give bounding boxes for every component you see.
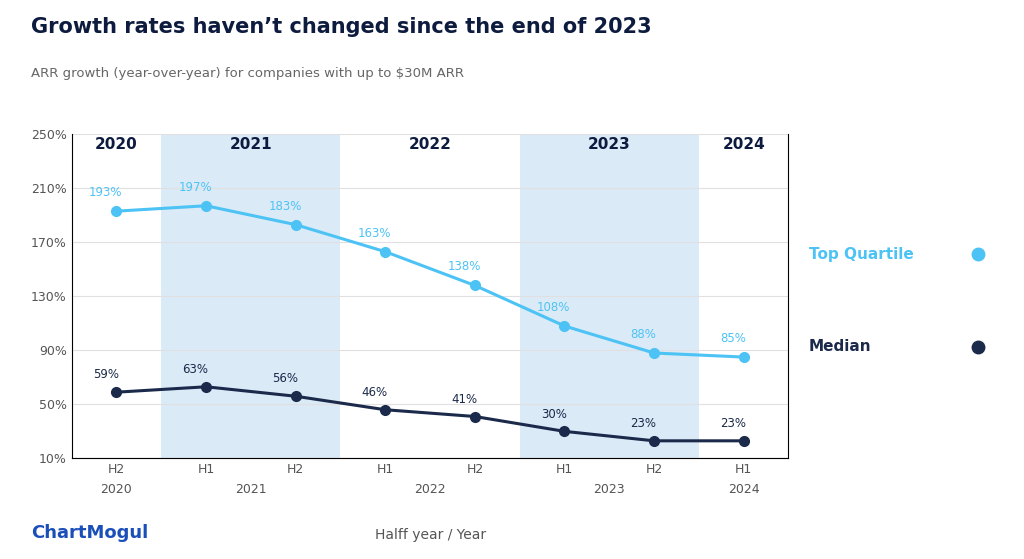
Text: 2020: 2020: [100, 483, 132, 496]
Text: 2023: 2023: [594, 483, 625, 496]
Bar: [519, 134, 698, 458]
Text: Growth rates haven’t changed since the end of 2023: Growth rates haven’t changed since the e…: [31, 17, 651, 37]
Text: 2022: 2022: [409, 137, 452, 152]
Text: 2021: 2021: [229, 137, 272, 152]
Text: 2020: 2020: [95, 137, 138, 152]
Text: 63%: 63%: [182, 363, 208, 376]
Text: 59%: 59%: [93, 368, 119, 381]
Text: 163%: 163%: [357, 226, 391, 239]
Text: 138%: 138%: [447, 260, 481, 273]
Text: 193%: 193%: [89, 186, 123, 199]
Text: 2023: 2023: [588, 137, 631, 152]
Text: 2022: 2022: [415, 483, 445, 496]
Text: 41%: 41%: [451, 392, 477, 406]
Text: 88%: 88%: [631, 328, 656, 341]
Text: 85%: 85%: [720, 332, 745, 345]
Text: 56%: 56%: [272, 372, 298, 386]
Text: 30%: 30%: [541, 408, 566, 420]
Text: 2024: 2024: [722, 137, 765, 152]
Text: 46%: 46%: [361, 386, 388, 399]
Bar: [162, 134, 340, 458]
Text: Halff year / Year: Halff year / Year: [375, 528, 485, 542]
Text: ChartMogul: ChartMogul: [31, 524, 148, 542]
Text: 2021: 2021: [236, 483, 266, 496]
Text: 2024: 2024: [728, 483, 760, 496]
Text: 197%: 197%: [178, 181, 212, 193]
Text: 183%: 183%: [268, 200, 302, 212]
Text: 108%: 108%: [537, 301, 570, 314]
Text: ARR growth (year-over-year) for companies with up to $30M ARR: ARR growth (year-over-year) for companie…: [31, 67, 464, 80]
Text: Median: Median: [809, 339, 871, 354]
Text: 23%: 23%: [631, 417, 656, 430]
Text: 23%: 23%: [720, 417, 745, 430]
Text: Top Quartile: Top Quartile: [809, 247, 913, 262]
